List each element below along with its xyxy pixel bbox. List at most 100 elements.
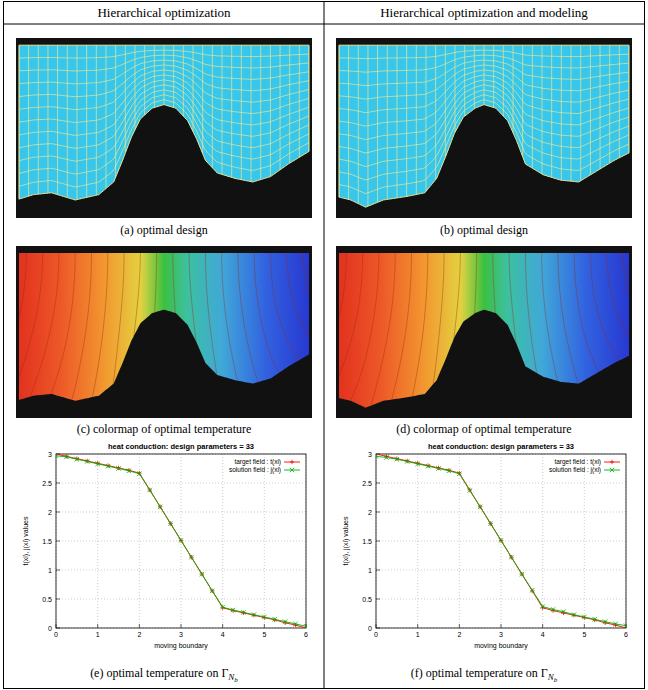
mesh-line [19, 95, 309, 174]
series-marker [561, 610, 565, 614]
series-marker [551, 607, 555, 611]
mesh-line [19, 80, 309, 135]
x-tick [501, 624, 502, 628]
x-tick-label: 3 [179, 631, 183, 638]
series-marker [520, 572, 524, 576]
caption-subsubscript: b [554, 676, 558, 684]
table-border [4, 2, 645, 689]
y-tick-label: 2.5 [42, 480, 52, 487]
series-marker [158, 505, 162, 509]
y-tick [56, 541, 60, 542]
legend-marker [610, 468, 614, 472]
y-tick-label: 3 [368, 451, 372, 458]
mesh-line [339, 80, 629, 140]
domain-outline [339, 45, 629, 207]
y-tick-label: 0 [48, 625, 52, 632]
x-tick-label: 1 [416, 631, 420, 638]
isoline [493, 253, 496, 316]
series-marker [509, 555, 513, 559]
y-tick [56, 570, 60, 571]
line-chart: heat conduction: design parameters = 330… [16, 440, 312, 660]
grid-line [459, 454, 460, 628]
x-tick-label: 0 [54, 631, 58, 638]
grid-line [542, 454, 543, 628]
series-marker [168, 521, 172, 525]
x-tick-label: 5 [582, 631, 586, 638]
y-tick-label: 2.5 [362, 480, 372, 487]
series-marker [273, 617, 277, 621]
series-marker [520, 572, 524, 576]
grid-line [56, 483, 306, 484]
temperature-image [0, 246, 345, 418]
series-marker [624, 623, 626, 627]
x-tick-label: 6 [624, 631, 628, 638]
panel-caption: (e) optimal temperature on ΓNb [90, 666, 238, 684]
y-tick-label: 3 [48, 451, 52, 458]
mesh-line [19, 60, 309, 84]
domain-outline [19, 45, 309, 200]
y-tick-label: 1 [368, 567, 372, 574]
x-tick-label: 3 [499, 631, 503, 638]
y-tick [376, 541, 380, 542]
plot-frame [376, 454, 626, 628]
x-axis-title: moving boundary [154, 642, 208, 650]
x-tick-label: 2 [137, 631, 141, 638]
legend: target field : t(xi)solution field : j(x… [549, 458, 620, 474]
mesh-line [19, 90, 309, 161]
mesh-line [19, 75, 309, 123]
series-line [56, 454, 306, 628]
grid-line [56, 512, 306, 513]
mesh-line [339, 50, 629, 59]
x-tick-label: 1 [96, 631, 100, 638]
y-tick-label: 1.5 [362, 538, 372, 545]
isoline [0, 253, 26, 408]
series-line [56, 456, 306, 627]
chart-background [16, 440, 312, 660]
isoline [271, 253, 303, 364]
x-tick [222, 624, 223, 628]
line-chart: heat conduction: design parameters = 33 0… [336, 440, 632, 660]
isoline [133, 253, 140, 341]
series-marker [241, 610, 245, 614]
series-marker [200, 572, 204, 576]
isoline [623, 253, 648, 360]
series-marker [137, 472, 141, 476]
y-tick-label: 2 [48, 509, 52, 516]
temperature-field [19, 253, 309, 401]
design-mesh-image [336, 38, 632, 218]
panel-caption: (f) optimal temperature on ΓNb [411, 666, 558, 684]
plot-frame [56, 454, 306, 628]
series-marker [210, 589, 214, 593]
y-tick [376, 483, 380, 484]
isoline [453, 253, 460, 345]
image-background [16, 38, 312, 218]
series-marker [106, 464, 110, 468]
series-marker [603, 619, 607, 623]
series-marker [415, 462, 419, 466]
grid-line [222, 454, 223, 628]
x-tick-label: 2 [457, 631, 461, 638]
grid-line [376, 483, 626, 484]
y-axis-title: t(xi), j(xi) values [22, 516, 30, 566]
series-marker [189, 555, 193, 559]
panel-caption: (d) colormap of optimal temperature [396, 422, 571, 436]
isoline [222, 253, 239, 387]
legend: target field : t(xi)solution field : j(x… [229, 458, 300, 474]
isoline [607, 253, 644, 360]
grid-line [376, 599, 626, 600]
isoline [558, 253, 580, 389]
isoline [474, 253, 476, 317]
x-tick-label: 6 [304, 631, 308, 638]
x-tick [542, 624, 543, 628]
plot-data [56, 454, 306, 628]
isoline [91, 253, 108, 405]
y-tick-label: 0.5 [362, 596, 372, 603]
mesh-line [19, 100, 309, 187]
legend-label: solution field : j(xi) [549, 466, 601, 474]
series-marker [262, 615, 266, 619]
chart-title: heat conduction: design parameters = 33 [428, 442, 574, 451]
series-marker [231, 608, 235, 612]
grid-line [139, 454, 140, 628]
fluid-domain [339, 45, 629, 207]
y-tick [376, 512, 380, 513]
